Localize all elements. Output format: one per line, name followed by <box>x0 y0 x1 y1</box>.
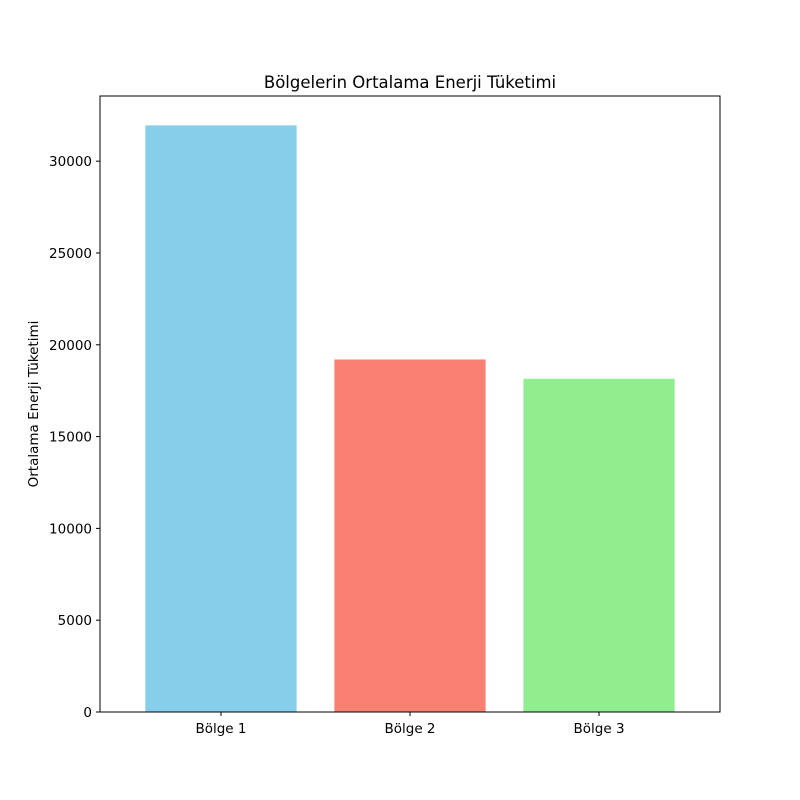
y-tick-label: 20000 <box>49 338 92 354</box>
x-tick-label: Bölge 2 <box>384 721 435 737</box>
x-tick-label: Bölge 1 <box>195 721 246 737</box>
bar-1 <box>145 125 297 712</box>
y-axis-ticks: 0 5000 10000 15000 20000 25000 30000 <box>49 154 100 721</box>
x-tick-label: Bölge 3 <box>574 721 625 737</box>
chart-title: Bölgelerin Ortalama Enerji Tüketimi <box>264 73 556 92</box>
x-axis-ticks: Bölge 1 Bölge 2 Bölge 3 <box>195 712 625 737</box>
plot-frame <box>99 95 721 713</box>
y-tick-label: 25000 <box>49 246 92 262</box>
y-tick-label: 10000 <box>49 521 92 537</box>
bar-3 <box>523 378 675 712</box>
bar-2 <box>334 359 486 712</box>
y-tick-label: 30000 <box>49 154 92 170</box>
y-tick-label: 5000 <box>58 613 92 629</box>
bars-group <box>145 125 675 712</box>
y-tick-label: 15000 <box>49 430 92 446</box>
y-tick-label: 0 <box>83 705 92 721</box>
y-axis-label: Ortalama Enerji Tüketimi <box>26 321 42 488</box>
